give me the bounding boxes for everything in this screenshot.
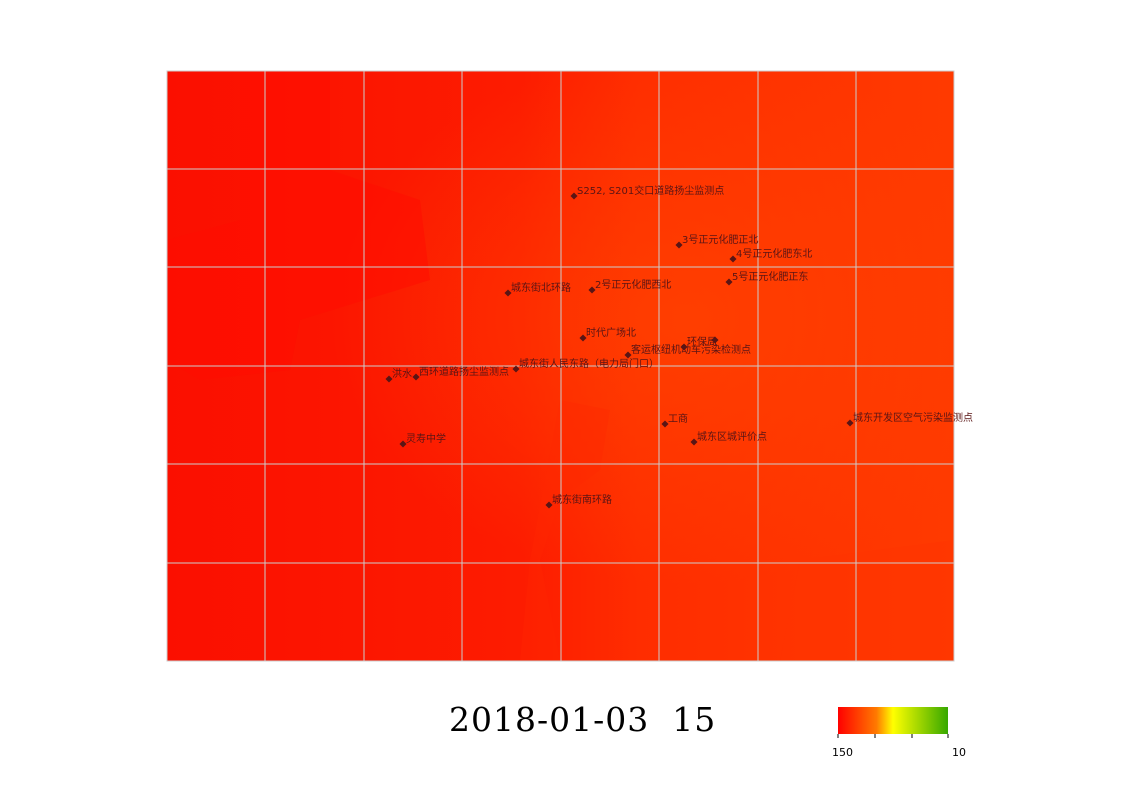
station-marker[interactable] (545, 501, 553, 509)
station-marker[interactable] (399, 440, 407, 448)
station-label: 城东街人民东路（电力局门口） (519, 357, 659, 370)
station-label: 洪水 (392, 368, 412, 380)
station-marker[interactable] (711, 336, 719, 344)
station-label: 城东街南环路 (552, 493, 612, 506)
station-label: 客运枢纽机动车污染检测点 (631, 343, 751, 356)
station-marker[interactable] (729, 255, 737, 263)
station-label: 5号正元化肥正东 (732, 270, 808, 283)
timestamp-label: 2018-01-03 15 (449, 700, 717, 739)
station-marker[interactable] (579, 334, 587, 342)
station-marker[interactable] (588, 286, 596, 294)
station-label: 工商 (668, 412, 688, 425)
station-label: 城东街北环路 (511, 281, 571, 294)
station-label: 3号正元化肥正北 (682, 233, 758, 246)
station-marker[interactable] (570, 192, 578, 200)
map-frame (166, 70, 955, 662)
station-marker[interactable] (680, 343, 688, 351)
station-marker[interactable] (661, 420, 669, 428)
map-grid (167, 71, 954, 661)
legend-ticks (837, 734, 949, 738)
station-label: 环保局 (687, 335, 717, 348)
station-marker[interactable] (385, 375, 393, 383)
station-label: 灵寿中学 (406, 432, 446, 445)
station-label: 城东开发区空气污染监测点 (853, 411, 973, 424)
station-marker[interactable] (675, 241, 683, 249)
station-label: S252, S201交口道路扬尘监测点 (577, 184, 724, 197)
station-marker[interactable] (846, 419, 854, 427)
legend-min-label: 150 (832, 746, 853, 759)
station-marker[interactable] (725, 278, 733, 286)
station-label: 西环道路扬尘监测点 (419, 365, 509, 378)
legend-max-label: 10 (952, 746, 966, 759)
station-marker[interactable] (624, 351, 632, 359)
station-marker[interactable] (504, 289, 512, 297)
legend-color-bar (838, 707, 948, 734)
station-marker[interactable] (512, 365, 520, 373)
station-label: 2号正元化肥西北 (595, 278, 671, 291)
station-label: 城东区城评价点 (697, 430, 767, 443)
station-label: 时代广场北 (586, 326, 636, 339)
station-marker[interactable] (412, 373, 420, 381)
station-label: 4号正元化肥东北 (736, 247, 812, 260)
station-marker[interactable] (690, 438, 698, 446)
